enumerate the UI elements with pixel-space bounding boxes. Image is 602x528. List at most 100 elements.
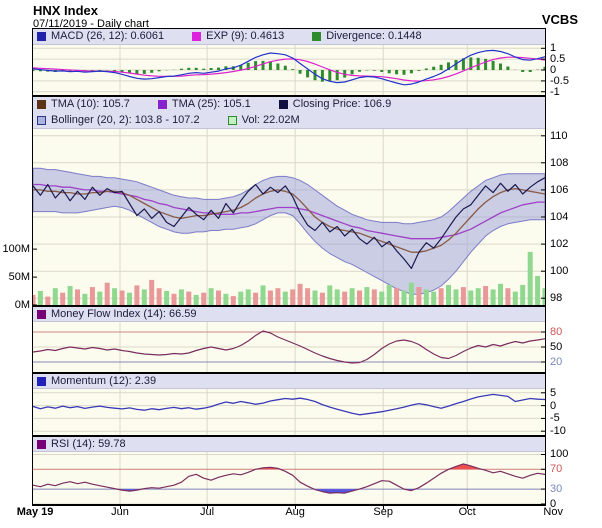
divergence-bar — [521, 70, 525, 72]
volume-bar — [134, 285, 140, 305]
legend-label: Momentum (12): 2.39 — [51, 375, 157, 387]
volume-bar — [60, 292, 66, 305]
volume-axis-label: 0M — [14, 299, 30, 311]
divergence-bar — [276, 63, 280, 70]
volume-bar — [379, 291, 385, 305]
x-axis-tick — [295, 506, 297, 509]
volume-bar — [408, 282, 414, 305]
volume-bar — [438, 288, 444, 305]
volume-bar — [312, 290, 318, 305]
legend-label: Vol: 22.02M — [241, 114, 300, 126]
divergence-bar — [90, 70, 94, 71]
rsi-legend: RSI (14): 59.78 — [33, 437, 545, 452]
volume-bar — [490, 289, 496, 305]
legend-label: Bollinger (20, 2): 103.8 - 107.2 — [51, 114, 200, 126]
volume-bar — [505, 288, 511, 305]
divergence-bar — [484, 58, 488, 70]
legend-label: RSI (14): 59.78 — [51, 438, 126, 450]
volume-bar — [82, 293, 88, 305]
x-axis-month-label: May 19 — [16, 506, 54, 518]
legend-swatch-icon — [37, 309, 46, 319]
legend-label: Money Flow Index (14): 66.59 — [51, 308, 197, 320]
divergence-bar — [380, 70, 384, 72]
legend-swatch-icon — [37, 376, 46, 386]
rsi-plot — [33, 452, 545, 504]
legend-swatch-icon — [157, 100, 167, 109]
momentum-plot — [33, 389, 545, 435]
volume-bar — [512, 291, 518, 305]
y-axis-tick-label: 106 — [550, 183, 569, 196]
legend-label: TMA (10): 105.7 — [51, 98, 130, 110]
volume-bar — [394, 288, 400, 305]
legend-swatch-icon — [192, 32, 202, 41]
volume-axis-label: 50M — [8, 271, 30, 284]
exp-line — [33, 56, 545, 82]
legend-swatch-icon — [37, 100, 46, 109]
divergence-bar — [358, 70, 361, 72]
chart-area: MACD (26, 12): 0.6061 EXP (9): 0.4613 Dive… — [32, 28, 546, 506]
divergence-bar — [187, 67, 191, 70]
volume-bar — [282, 291, 288, 305]
legend-item: MACD (26, 12): 0.6061 — [37, 29, 164, 44]
divergence-bar — [135, 70, 139, 75]
legend-item: TMA (10): 105.7 — [37, 97, 130, 112]
divergence-bar — [261, 60, 265, 70]
y-axis-tick-label: 70 — [550, 463, 563, 476]
volume-bar — [178, 289, 184, 305]
legend-item: RSI (14): 59.78 — [37, 437, 126, 451]
y-axis-tick-label: -0.5 — [550, 74, 569, 87]
volume-bar — [483, 286, 489, 305]
volume-bar — [201, 292, 207, 305]
divergence-bar — [150, 70, 154, 73]
divergence-bar — [424, 68, 428, 70]
volume-axis-label: 100M — [2, 243, 30, 256]
volume-bar — [297, 283, 303, 305]
divergence-bar — [454, 60, 458, 70]
legend-row: Momentum (12): 2.39 — [37, 374, 545, 388]
volume-bar — [319, 292, 325, 305]
volume-bar — [305, 288, 311, 305]
volume-bar — [33, 294, 36, 305]
price-plot — [33, 129, 545, 305]
volume-bar — [542, 288, 545, 305]
volume-bar — [230, 296, 236, 305]
divergence-bar — [506, 66, 510, 70]
divergence-bar — [291, 69, 295, 70]
divergence-bar — [239, 65, 243, 70]
volume-bar — [52, 288, 58, 305]
momentum-line — [33, 393, 545, 416]
divergence-bar — [402, 70, 406, 75]
x-axis-tick — [120, 506, 122, 509]
y-axis-tick-label: 0 — [550, 498, 557, 510]
legend-item: Momentum (12): 2.39 — [37, 374, 156, 388]
y-axis-tick-label: 5 — [550, 386, 557, 399]
divergence-bar — [432, 66, 436, 70]
y-axis-tick-label: 20 — [550, 356, 563, 368]
divergence-bar — [439, 64, 443, 70]
volume-bar — [186, 291, 192, 305]
volume-bar — [216, 290, 221, 305]
volume-bar — [431, 291, 437, 305]
volume-bar — [45, 296, 51, 305]
y-axis-tick-label: 0.5 — [550, 53, 566, 66]
y-axis-tick-label: 102 — [550, 238, 569, 251]
volume-bar — [253, 292, 259, 305]
divergence-bar — [38, 70, 42, 72]
divergence-bar — [313, 70, 317, 81]
legend-row: MACD (26, 12): 0.6061 EXP (9): 0.4613 Dive… — [37, 29, 545, 44]
mfi-legend: Money Flow Index (14): 66.59 — [33, 307, 545, 322]
volume-bar — [386, 284, 392, 305]
volume-bar — [245, 289, 251, 305]
legend-row: TMA (10): 105.7 TMA (25): 105.1 Closing Pr… — [37, 97, 545, 113]
divergence-bar — [254, 61, 258, 70]
legend-item: Bollinger (20, 2): 103.8 - 107.2 — [37, 113, 200, 128]
volume-bar — [475, 288, 481, 305]
price-legend: TMA (10): 105.7 TMA (25): 105.1 Closing Pr… — [33, 97, 545, 129]
volume-bar — [89, 287, 95, 305]
volume-bar — [535, 275, 541, 305]
x-axis-tick — [467, 506, 469, 509]
volume-bar — [260, 285, 266, 305]
divergence-bar — [469, 57, 473, 70]
volume-bar — [423, 289, 429, 305]
legend-item: Closing Price: 106.9 — [278, 97, 391, 112]
